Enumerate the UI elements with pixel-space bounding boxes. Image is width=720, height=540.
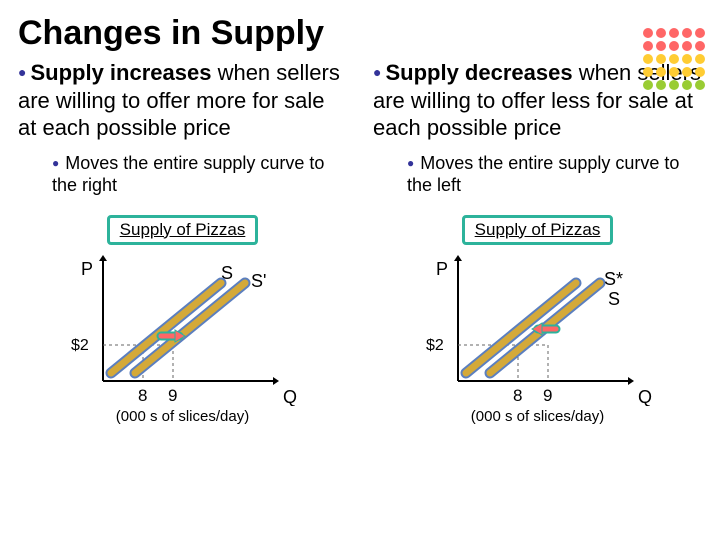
svg-text:P: P (81, 259, 93, 279)
svg-text:9: 9 (168, 386, 177, 405)
svg-text:S: S (608, 289, 620, 309)
svg-text:8: 8 (513, 386, 522, 405)
left-main-bullet: Supply increases when sellers are willin… (18, 59, 347, 142)
right-chart-title: Supply of Pizzas (462, 215, 614, 245)
left-sub-bullet: Moves the entire supply curve to the rig… (52, 152, 347, 197)
left-chart: Supply of Pizzas P Q $2 8 9 S S' (000 s of sli… (18, 215, 347, 425)
svg-text:Q: Q (638, 387, 652, 406)
right-column: Supply decreases when sellers are willin… (373, 59, 702, 425)
decorative-dots (643, 28, 706, 91)
svg-text:$2: $2 (426, 337, 444, 354)
right-chart: Supply of Pizzas P Q $2 8 9 S*S (000 s of sli… (373, 215, 702, 425)
svg-text:Q: Q (283, 387, 297, 406)
content-columns: Supply increases when sellers are willin… (0, 53, 720, 425)
svg-text:S: S (221, 263, 233, 283)
svg-text:S*: S* (604, 269, 623, 289)
left-chart-title: Supply of Pizzas (107, 215, 259, 245)
svg-text:9: 9 (543, 386, 552, 405)
svg-text:S': S' (251, 271, 266, 291)
left-column: Supply increases when sellers are willin… (18, 59, 347, 425)
svg-text:P: P (436, 259, 448, 279)
right-chart-svg: P Q $2 8 9 S*S (408, 251, 668, 406)
svg-text:8: 8 (138, 386, 147, 405)
right-chart-caption: (000 s of slices/day) (373, 408, 702, 425)
svg-text:$2: $2 (71, 337, 89, 354)
left-chart-svg: P Q $2 8 9 S S' (53, 251, 313, 406)
right-sub-bullet: Moves the entire supply curve to the lef… (407, 152, 702, 197)
page-title: Changes in Supply (0, 0, 720, 53)
left-chart-caption: (000 s of slices/day) (18, 408, 347, 425)
